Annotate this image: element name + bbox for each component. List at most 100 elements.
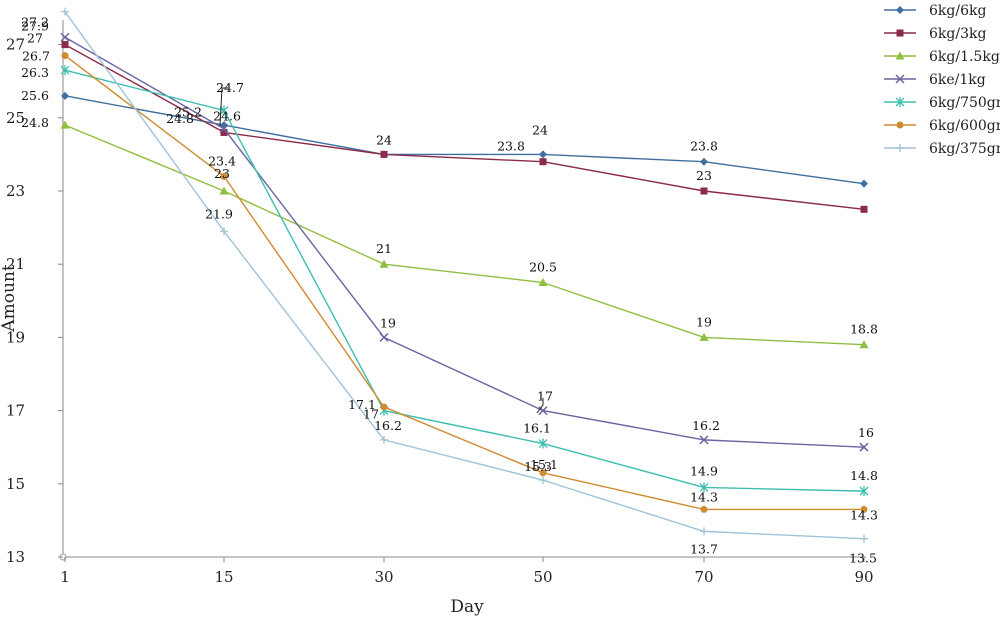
data-point [700, 157, 708, 166]
x-tick-label: 15 [214, 568, 233, 586]
series-6kg-3kg [61, 41, 868, 213]
y-tick-label: 21 [6, 255, 25, 273]
data-point [380, 403, 388, 411]
data-label: 26.7 [22, 49, 50, 64]
leader-line [219, 87, 228, 127]
data-point [379, 332, 389, 342]
data-label: 25.2 [174, 104, 202, 119]
x-tick-label: 50 [533, 568, 552, 586]
series-line [64, 55, 864, 511]
series-6kg-600gr [61, 52, 868, 513]
data-label: 14.8 [850, 468, 878, 483]
series-line [64, 69, 865, 492]
legend-marker [895, 97, 905, 107]
data-point [220, 227, 228, 236]
data-point [539, 158, 547, 166]
data-label: 14.9 [690, 463, 718, 478]
series-line [64, 36, 865, 448]
data-labels: 25.6 24.8 24 24 23.8 27 24.6 23.8 23 24.8 23 21 20.5… [21, 14, 878, 565]
data-point [60, 65, 70, 76]
data-label: 19 [696, 314, 712, 329]
data-label: 15.1 [530, 457, 558, 472]
y-tick-label: 19 [6, 328, 25, 346]
y-axis-title: Amount [0, 264, 19, 333]
data-label: 15.3 [524, 459, 552, 474]
data-point [60, 120, 70, 129]
data-label: 23.8 [497, 139, 525, 154]
data-label: 17.1 [348, 397, 376, 412]
data-label: 21.9 [205, 206, 233, 221]
data-point [380, 150, 388, 158]
data-point [60, 32, 70, 42]
data-label: 23 [696, 168, 712, 183]
legend-marker [896, 144, 904, 152]
data-label: 24 [532, 122, 548, 137]
data-point [61, 52, 69, 60]
data-point [61, 7, 69, 16]
data-label: 24.8 [166, 111, 194, 126]
data-label: 27.9 [21, 19, 49, 34]
legend-label: 6kg/1.5kg [929, 49, 1000, 65]
series-line [64, 43, 865, 210]
data-point [61, 41, 69, 49]
x-tick-label: 90 [854, 568, 873, 586]
leader-line [536, 398, 544, 414]
data-point [699, 332, 709, 341]
data-label: 14.3 [690, 489, 718, 504]
series-6ke-1kg [60, 32, 869, 452]
legend-marker [895, 74, 905, 84]
data-point [700, 187, 708, 195]
legend-label: 6kg/375gr [929, 141, 1000, 157]
data-point [859, 486, 869, 497]
series-line [64, 95, 865, 185]
series-6kg-375gr [61, 7, 868, 543]
data-point [379, 259, 389, 268]
data-label: 27.2 [21, 14, 49, 29]
data-point [539, 476, 547, 485]
legend-marker [895, 51, 905, 60]
data-label: 19 [380, 315, 396, 330]
data-point [539, 469, 547, 477]
y-tick-label: 25 [6, 109, 25, 127]
data-label: 24 [376, 132, 392, 147]
legend-label: 6kg/6kg [929, 3, 986, 19]
data-label: 23 [214, 166, 230, 181]
data-point [699, 482, 709, 493]
legend-marker [896, 29, 904, 37]
data-label: 26.3 [21, 65, 49, 80]
x-tick-label: 1 [60, 568, 70, 586]
x-tick-label: 30 [374, 568, 393, 586]
data-point [860, 505, 868, 513]
data-label: 23.4 [208, 153, 236, 168]
data-point [380, 435, 388, 444]
data-label: 17 [363, 407, 379, 422]
y-tick-label: 17 [6, 402, 25, 420]
data-point [860, 205, 868, 213]
y-tick-label: 15 [6, 475, 25, 493]
data-point [859, 340, 869, 349]
series-6kg-750gr [60, 65, 869, 497]
data-point [700, 505, 708, 513]
data-label: 21 [376, 241, 392, 256]
data-point [219, 186, 229, 195]
data-label: 16.2 [692, 418, 720, 433]
y-tick-label: 27 [6, 36, 25, 54]
y-tick-label: 13 [6, 548, 25, 566]
data-point [538, 438, 548, 449]
chart-axes: 13 15 17 19 21 23 25 27 1 15 30 50 70 90 [6, 20, 874, 586]
legend-marker [896, 6, 904, 14]
data-label: 17 [537, 389, 553, 404]
series-layer [60, 7, 869, 543]
data-label: 24.6 [213, 108, 241, 123]
data-label: 16 [858, 425, 874, 440]
data-point [538, 278, 548, 286]
data-label: 16.1 [523, 421, 551, 436]
legend: 6kg/6kg 6kg/3kg 6kg/1.5kg 6ke/1kg 6kg/750gr 6… [884, 3, 1000, 157]
legend-label: 6kg/600gr [929, 118, 1000, 134]
data-label: 14.3 [850, 507, 878, 522]
series-line [64, 11, 865, 540]
legend-label: 6kg/750gr [929, 95, 1000, 111]
x-axis-title: Day [450, 597, 484, 617]
data-point [699, 435, 709, 445]
